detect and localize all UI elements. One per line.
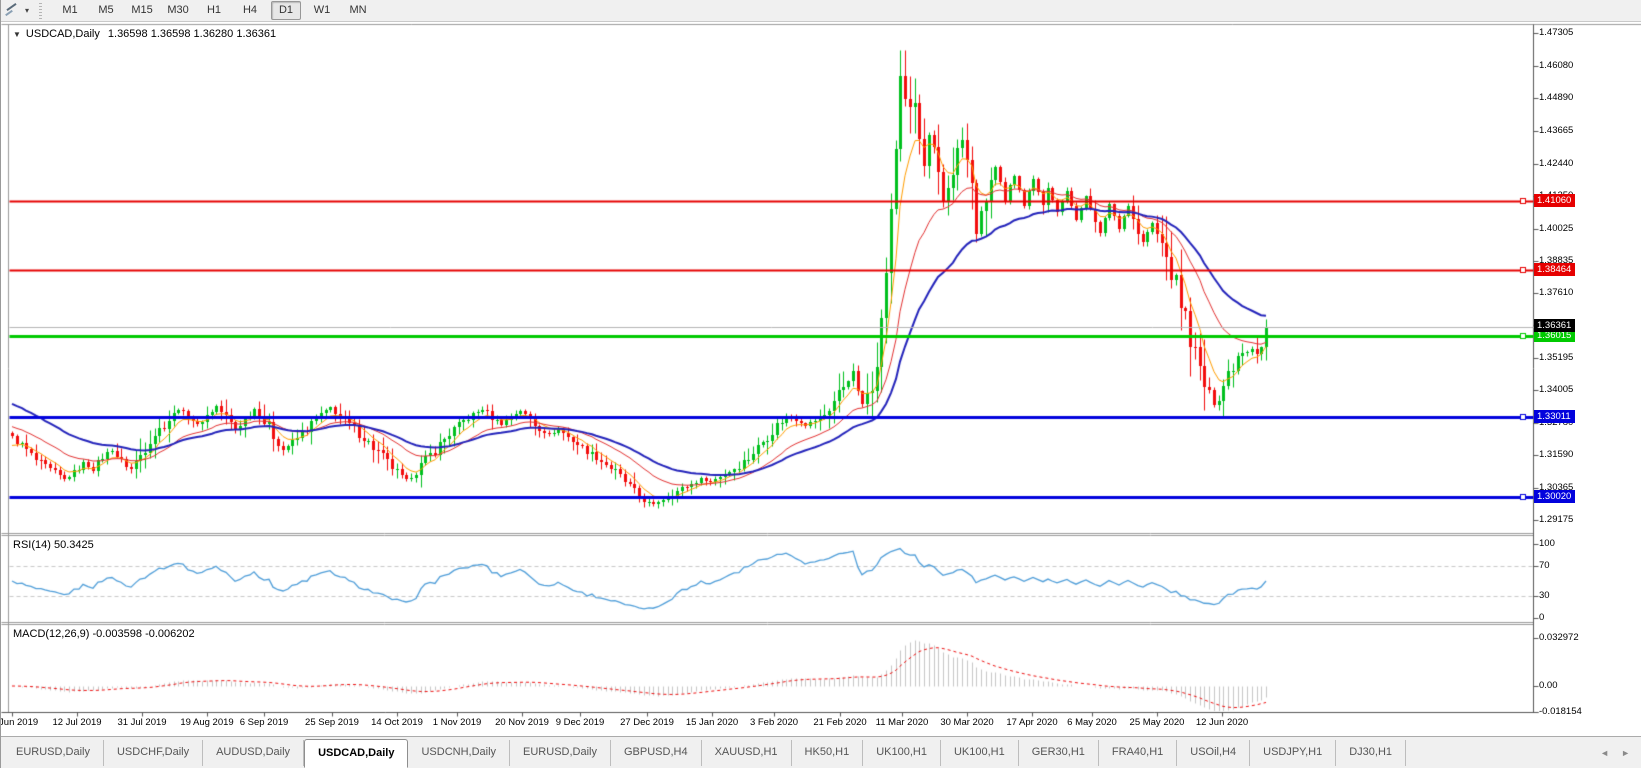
date-axis-label: 19 Aug 2019: [180, 717, 234, 728]
price-axis-tick: 1.37610: [1539, 287, 1574, 299]
chart-tab-audusd-daily[interactable]: AUDUSD,Daily: [203, 740, 305, 766]
rsi-indicator-title: RSI(14) 50.3425: [13, 539, 94, 551]
date-axis-label: 30 Mar 2020: [940, 717, 994, 728]
chart-tab-usoil-h4[interactable]: USOil,H4: [1177, 740, 1251, 766]
date-axis-label: 14 Oct 2019: [371, 717, 423, 728]
timeframe-button-h1[interactable]: H1: [206, 4, 222, 16]
price-axis-tick: 1.34005: [1539, 384, 1574, 396]
date-axis-label: 11 Mar 2020: [875, 717, 929, 728]
date-axis-label: 31 Jul 2019: [117, 717, 167, 728]
date-axis-label: 20 Nov 2019: [495, 717, 549, 728]
rsi-axis-tick: 70: [1539, 560, 1550, 572]
date-axis-label: 21 Feb 2020: [813, 717, 867, 728]
current-price-tag: 1.36361: [1534, 318, 1576, 332]
macd-axis-tick: 0.032972: [1539, 632, 1579, 644]
timeframe-button-h4[interactable]: H4: [242, 4, 258, 16]
chart-tab-uk100-h1[interactable]: UK100,H1: [941, 740, 1019, 766]
hline-price-tag[interactable]: 1.30020: [1534, 490, 1576, 504]
price-axis-tick: 1.38835: [1539, 254, 1574, 266]
chart-canvas[interactable]: [1, 0, 1641, 736]
price-axis-tick: 1.31590: [1539, 449, 1574, 461]
date-axis-label: 12 Jun 2020: [1195, 717, 1249, 728]
date-axis-label: 1 Nov 2019: [432, 717, 482, 728]
macd-indicator-title: MACD(12,26,9) -0.003598 -0.006202: [13, 628, 195, 640]
price-axis-tick: 1.29175: [1539, 513, 1574, 525]
date-axis-label: 15 Jan 2020: [685, 717, 739, 728]
timeframe-button-d1[interactable]: D1: [271, 1, 302, 20]
timeframe-buttons: M1 M5 M15 M30 H1 H4 D1 W1 MN: [52, 1, 376, 20]
date-axis-label: 9 Dec 2019: [555, 717, 605, 728]
price-axis-tick: 1.46080: [1539, 59, 1574, 71]
date-axis-label: 3 Feb 2020: [749, 717, 799, 728]
date-axis-label: 17 Apr 2020: [1006, 717, 1058, 728]
chart-quotes: 1.36598 1.36598 1.36280 1.36361: [107, 28, 277, 40]
timeframe-button-m5[interactable]: M5: [98, 4, 114, 16]
rsi-axis-tick: 100: [1539, 538, 1555, 549]
chart-tab-eurusd-daily[interactable]: EURUSD,Daily: [3, 740, 104, 766]
price-axis-tick: 1.43665: [1539, 124, 1574, 136]
chart-symbol: USDCAD,Daily: [25, 28, 100, 40]
timeframe-button-m15[interactable]: M15: [131, 4, 153, 16]
collapse-triangle-icon[interactable]: ▼: [13, 30, 21, 39]
timeframe-button-m1[interactable]: M1: [62, 4, 78, 16]
dropdown-arrow-icon[interactable]: ▾: [25, 6, 30, 15]
chart-header: ▼ USDCAD,Daily 1.36598 1.36598 1.36280 1.3…: [13, 28, 276, 40]
hline-price-tag[interactable]: 1.38464: [1534, 263, 1576, 277]
macd-axis-tick: 0.00: [1539, 680, 1558, 691]
timeframe-button-w1[interactable]: W1: [313, 4, 331, 16]
price-axis-tick: 1.40025: [1539, 222, 1574, 234]
top-toolbar: ▾ M1 M5 M15 M30 H1 H4 D1 W1 MN: [1, 0, 1641, 22]
date-axis-label: 6 May 2020: [1067, 717, 1117, 728]
toolbar-grip[interactable]: [39, 2, 43, 19]
chart-tab-gbpusd-h4[interactable]: GBPUSD,H4: [611, 740, 702, 766]
chart-tab-usdchf-daily[interactable]: USDCHF,Daily: [104, 740, 204, 766]
price-axis-tick: 1.44890: [1539, 91, 1574, 103]
rsi-axis-tick: 30: [1539, 589, 1550, 601]
date-axis-label: 24 Jun 2019: [0, 717, 39, 728]
date-axis-label: 12 Jul 2019: [52, 717, 102, 728]
chart-tab-fra40-h1[interactable]: FRA40,H1: [1099, 740, 1178, 766]
price-axis-tick: 1.35195: [1539, 352, 1574, 364]
date-axis-label: 25 Sep 2019: [305, 717, 359, 728]
timeframe-button-m30[interactable]: M30: [167, 4, 189, 16]
chart-tab-uk100-h1[interactable]: UK100,H1: [863, 740, 941, 766]
chart-tab-hk50-h1[interactable]: HK50,H1: [792, 740, 864, 766]
rsi-axis-tick: 0: [1539, 612, 1545, 623]
left-arrow-icon[interactable]: ◄: [1600, 747, 1610, 758]
price-axis-tick: 1.42440: [1539, 157, 1574, 169]
chart-tab-usdjpy-h1[interactable]: USDJPY,H1: [1250, 740, 1337, 766]
hline-price-tag[interactable]: 1.36015: [1534, 329, 1576, 343]
right-arrow-icon[interactable]: ►: [1621, 747, 1630, 758]
timeframe-button-mn[interactable]: MN: [349, 4, 367, 16]
macd-axis-tick: -0.018154: [1539, 706, 1582, 718]
chart-tab-usdcnh-daily[interactable]: USDCNH,Daily: [408, 740, 511, 766]
hline-price-tag[interactable]: 1.41060: [1534, 193, 1576, 207]
date-axis-label: 6 Sep 2019: [239, 717, 289, 728]
chart-tab-usdcad-daily[interactable]: USDCAD,Daily: [304, 739, 409, 768]
date-axis-label: 25 May 2020: [1129, 717, 1185, 728]
chart-tab-ger30-h1[interactable]: GER30,H1: [1019, 740, 1099, 766]
chart-tab-xauusd-h1[interactable]: XAUUSD,H1: [702, 740, 792, 766]
chart-tab-eurusd-daily[interactable]: EURUSD,Daily: [510, 740, 611, 766]
price-axis-tick: 1.47305: [1539, 27, 1574, 38]
chart-tab-dj30-h1[interactable]: DJ30,H1: [1336, 740, 1407, 766]
tab-scroll-controls: ◄ ►: [1600, 737, 1640, 768]
crosshair-tool-icon[interactable]: [3, 2, 23, 20]
chart-tab-bar: EURUSD,Daily USDCHF,Daily AUDUSD,Daily USDC…: [1, 736, 1641, 768]
date-axis-label: 27 Dec 2019: [620, 717, 674, 728]
price-axis-tick: 1.30365: [1539, 482, 1574, 493]
hline-price-tag[interactable]: 1.33011: [1534, 409, 1575, 423]
